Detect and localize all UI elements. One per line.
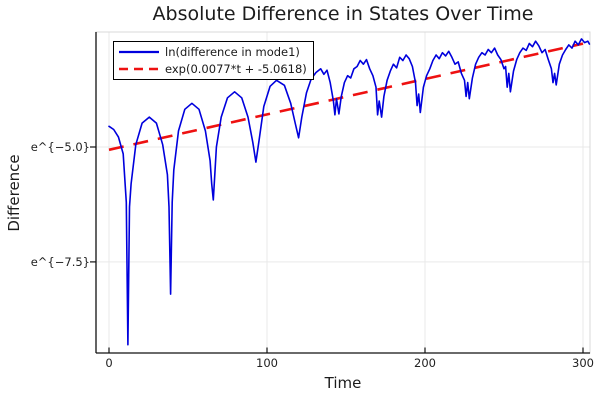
- x-tick-label-200: 200: [414, 356, 436, 370]
- x-axis-label: Time: [324, 374, 362, 392]
- legend: ln(difference in mode1) exp(0.0077*t + -…: [113, 41, 314, 80]
- legend-line-sample-solid: [119, 50, 159, 54]
- y-tick-label-e-75: e^{−7.5}: [30, 255, 90, 269]
- x-tick-label-300: 300: [572, 356, 594, 370]
- legend-item-fit-series: exp(0.0077*t + -5.0618): [118, 61, 307, 77]
- chart-title: Absolute Difference in States Over Time: [152, 3, 534, 25]
- x-tick-label-100: 100: [256, 356, 278, 370]
- y-axis-label: Difference: [5, 154, 23, 232]
- y-tick-label-e-5: e^{−5.0}: [30, 140, 90, 154]
- legend-line-sample-dashed: [119, 67, 159, 71]
- x-tick-label-0: 0: [105, 356, 113, 370]
- legend-item-data-series: ln(difference in mode1): [118, 44, 307, 60]
- legend-label-data-series: ln(difference in mode1): [165, 45, 300, 59]
- legend-label-fit-series: exp(0.0077*t + -5.0618): [165, 62, 307, 76]
